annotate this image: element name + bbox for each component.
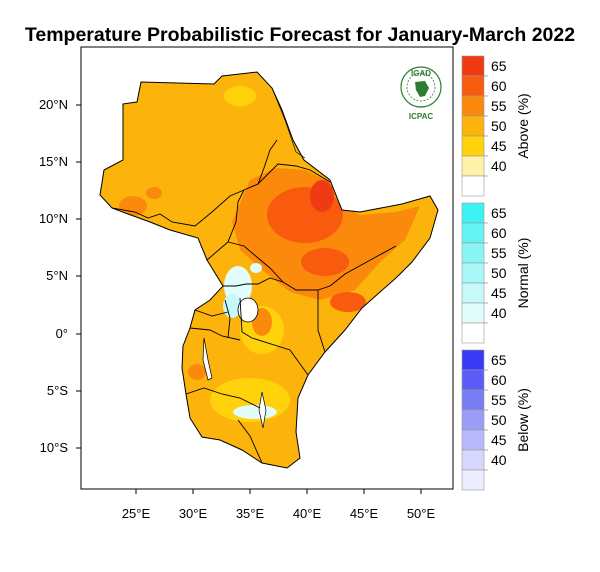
- lake-tanganyika: [202, 337, 213, 381]
- legend-tick-label: 45: [491, 432, 507, 448]
- legend-swatch: [461, 115, 485, 137]
- lon-tick-label: 25°E: [122, 506, 151, 521]
- legend-tick-label: 50: [491, 118, 507, 134]
- axis-ticks: [76, 104, 422, 494]
- legend-below: 65 60 55 50 45 40 Below (%): [461, 349, 531, 491]
- legend-tick-label: 60: [491, 78, 507, 94]
- legend-swatch: [461, 262, 485, 284]
- legend-tick-label: 40: [491, 158, 507, 174]
- legend-title: Normal (%): [515, 238, 531, 309]
- coastline: [99, 71, 439, 469]
- legend-swatch: [461, 389, 485, 411]
- red-sea-coast: [271, 87, 306, 159]
- colorbars: 65 60 55 50 45 40 Above (%) 65 60 55 50 45 40 Normal …: [461, 55, 531, 491]
- igad-logo: IGAD ICPAC: [400, 66, 442, 121]
- logo-top-text: IGAD: [411, 69, 431, 78]
- legend-swatch: [461, 55, 485, 77]
- lon-tick-label: 40°E: [293, 506, 322, 521]
- legend-normal: 65 60 55 50 45 40 Normal (%): [461, 202, 531, 344]
- country-borders: [111, 139, 397, 464]
- legend-tick-label: 40: [491, 452, 507, 468]
- legend-swatch: [461, 469, 485, 491]
- legend-tick-label: 50: [491, 412, 507, 428]
- legend-tick-label: 65: [491, 58, 507, 74]
- legend-swatch: [461, 95, 485, 117]
- legend-swatch: [461, 155, 485, 177]
- legend-tick-label: 60: [491, 372, 507, 388]
- map-title: Temperature Probabilistic Forecast for J…: [24, 24, 576, 46]
- lat-tick-label: 15°N: [39, 154, 68, 169]
- legend-swatch: [461, 175, 485, 197]
- legend-swatch: [461, 369, 485, 391]
- legend-swatch: [461, 449, 485, 471]
- legend-swatch: [461, 75, 485, 97]
- legend-tick-label: 55: [491, 98, 507, 114]
- legend-tick-label: 60: [491, 225, 507, 241]
- legend-swatch: [461, 429, 485, 451]
- legend-tick-label: 55: [491, 245, 507, 261]
- legend-tick-label: 45: [491, 285, 507, 301]
- lon-tick-label: 45°E: [350, 506, 379, 521]
- legend-above: 65 60 55 50 45 40 Above (%): [461, 55, 531, 197]
- legend-title: Below (%): [515, 388, 531, 452]
- lat-tick-label: 5°N: [46, 268, 68, 283]
- legend-swatch: [461, 282, 485, 304]
- legend-swatch: [461, 302, 485, 324]
- legend-swatch: [461, 135, 485, 157]
- lon-tick-label: 50°E: [407, 506, 436, 521]
- legend-tick-label: 65: [491, 352, 507, 368]
- legend-tick-label: 55: [491, 392, 507, 408]
- legend-tick-label: 40: [491, 305, 507, 321]
- legend-swatch: [461, 202, 485, 224]
- lon-tick-label: 30°E: [179, 506, 208, 521]
- legend-swatch: [461, 322, 485, 344]
- lon-tick-label: 35°E: [236, 506, 265, 521]
- legend-swatch: [461, 409, 485, 431]
- lat-tick-label: 5°S: [47, 383, 68, 398]
- lat-tick-label: 0°: [56, 326, 68, 341]
- lat-tick-label: 20°N: [39, 97, 68, 112]
- legend-swatch: [461, 242, 485, 264]
- legend-swatch: [461, 222, 485, 244]
- logo-bottom-text: ICPAC: [409, 112, 434, 121]
- legend-tick-label: 50: [491, 265, 507, 281]
- legend-tick-label: 45: [491, 138, 507, 154]
- legend-title: Above (%): [515, 93, 531, 158]
- lake-malawi: [258, 391, 267, 429]
- lat-tick-label: 10°S: [40, 440, 69, 455]
- lake-victoria: [237, 297, 259, 323]
- lat-tick-label: 10°N: [39, 211, 68, 226]
- legend-tick-label: 65: [491, 205, 507, 221]
- legend-swatch: [461, 349, 485, 371]
